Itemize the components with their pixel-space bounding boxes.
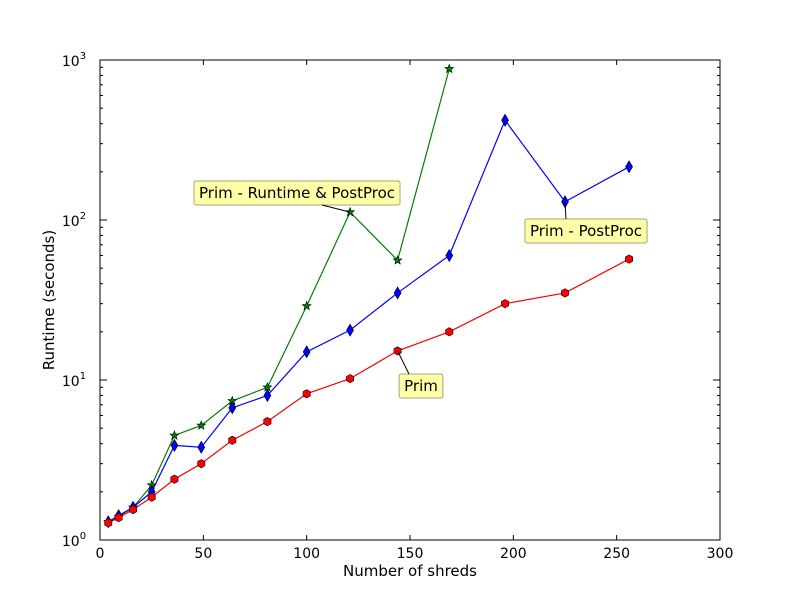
annotation-label: Prim - Runtime & PostProc xyxy=(199,184,395,202)
data-point-prim-runtime-postproc xyxy=(301,300,312,311)
x-tick-label: 300 xyxy=(707,546,734,562)
x-axis-label: Number of shreds xyxy=(343,562,477,580)
data-point-prim xyxy=(302,389,311,399)
annotation-arrow xyxy=(397,350,410,375)
data-point-prim xyxy=(147,492,156,502)
data-point-prim-postproc xyxy=(228,401,237,415)
data-point-prim xyxy=(170,474,179,484)
annotation-label: Prim - PostProc xyxy=(530,222,642,240)
data-point-prim-runtime-postproc xyxy=(169,430,180,440)
annotation-box xyxy=(398,373,444,399)
y-tick-label: 101 xyxy=(62,371,86,390)
x-tick-label: 0 xyxy=(96,546,105,562)
data-point-prim xyxy=(104,518,113,528)
x-tick-label: 250 xyxy=(603,546,630,562)
data-point-prim xyxy=(346,374,355,384)
annotation-arrow xyxy=(321,204,351,213)
data-point-prim-postproc xyxy=(346,323,354,337)
data-point-prim-postproc xyxy=(393,286,402,300)
y-tick-base: 10 xyxy=(62,214,80,230)
x-tick-label: 200 xyxy=(500,546,527,562)
data-point-prim xyxy=(197,459,206,469)
data-point-prim xyxy=(561,288,569,298)
data-point-prim-postproc xyxy=(625,160,633,174)
data-point-prim xyxy=(625,254,634,264)
y-axis-label: Runtime (seconds) xyxy=(40,230,58,370)
data-point-prim-postproc xyxy=(501,113,509,127)
annotation-box xyxy=(193,180,401,206)
y-tick-exponent: 3 xyxy=(80,51,86,62)
data-point-prim-postproc xyxy=(445,248,454,263)
plot-markers xyxy=(103,63,634,529)
data-point-prim-postproc xyxy=(170,438,179,453)
y-tick-label: 100 xyxy=(62,531,86,550)
x-tick-label: 150 xyxy=(397,546,424,562)
annotation-prim-runtime-postproc: Prim - Runtime & PostProc xyxy=(193,180,401,213)
data-point-prim xyxy=(263,416,272,427)
y-tick-base: 10 xyxy=(62,534,80,550)
data-point-prim-postproc xyxy=(197,440,206,454)
y-tick-base: 10 xyxy=(62,54,80,70)
x-tick-label: 100 xyxy=(293,546,320,562)
data-point-prim-runtime-postproc xyxy=(392,254,403,265)
x-tick-label: 50 xyxy=(194,546,212,562)
data-point-prim xyxy=(445,327,454,337)
data-point-prim-postproc xyxy=(302,345,311,359)
data-point-prim xyxy=(129,505,137,515)
data-point-prim xyxy=(228,435,237,445)
data-point-prim-postproc xyxy=(263,388,272,403)
annotation-prim: Prim xyxy=(397,350,444,399)
annotations: Prim - Runtime & PostProc Prim - PostProc… xyxy=(193,180,648,399)
data-point-prim-runtime-postproc xyxy=(444,63,455,74)
y-tick-exponent: 1 xyxy=(80,371,86,382)
data-point-prim xyxy=(114,513,123,523)
y-tick-label: 103 xyxy=(62,51,86,70)
annotation-box xyxy=(524,218,648,244)
y-tick-base: 10 xyxy=(62,374,80,390)
data-point-prim-runtime-postproc xyxy=(196,420,207,430)
y-tick-exponent: 0 xyxy=(80,531,86,542)
data-point-prim xyxy=(501,299,510,309)
y-tick-label: 102 xyxy=(62,211,86,230)
annotation-arrow xyxy=(564,201,567,220)
annotation-label: Prim xyxy=(404,377,438,395)
annotation-prim-postproc: Prim - PostProc xyxy=(524,201,648,244)
x-axis-ticks: 0 50 100 150 200 250 300 xyxy=(96,60,734,562)
y-tick-exponent: 2 xyxy=(80,211,86,222)
